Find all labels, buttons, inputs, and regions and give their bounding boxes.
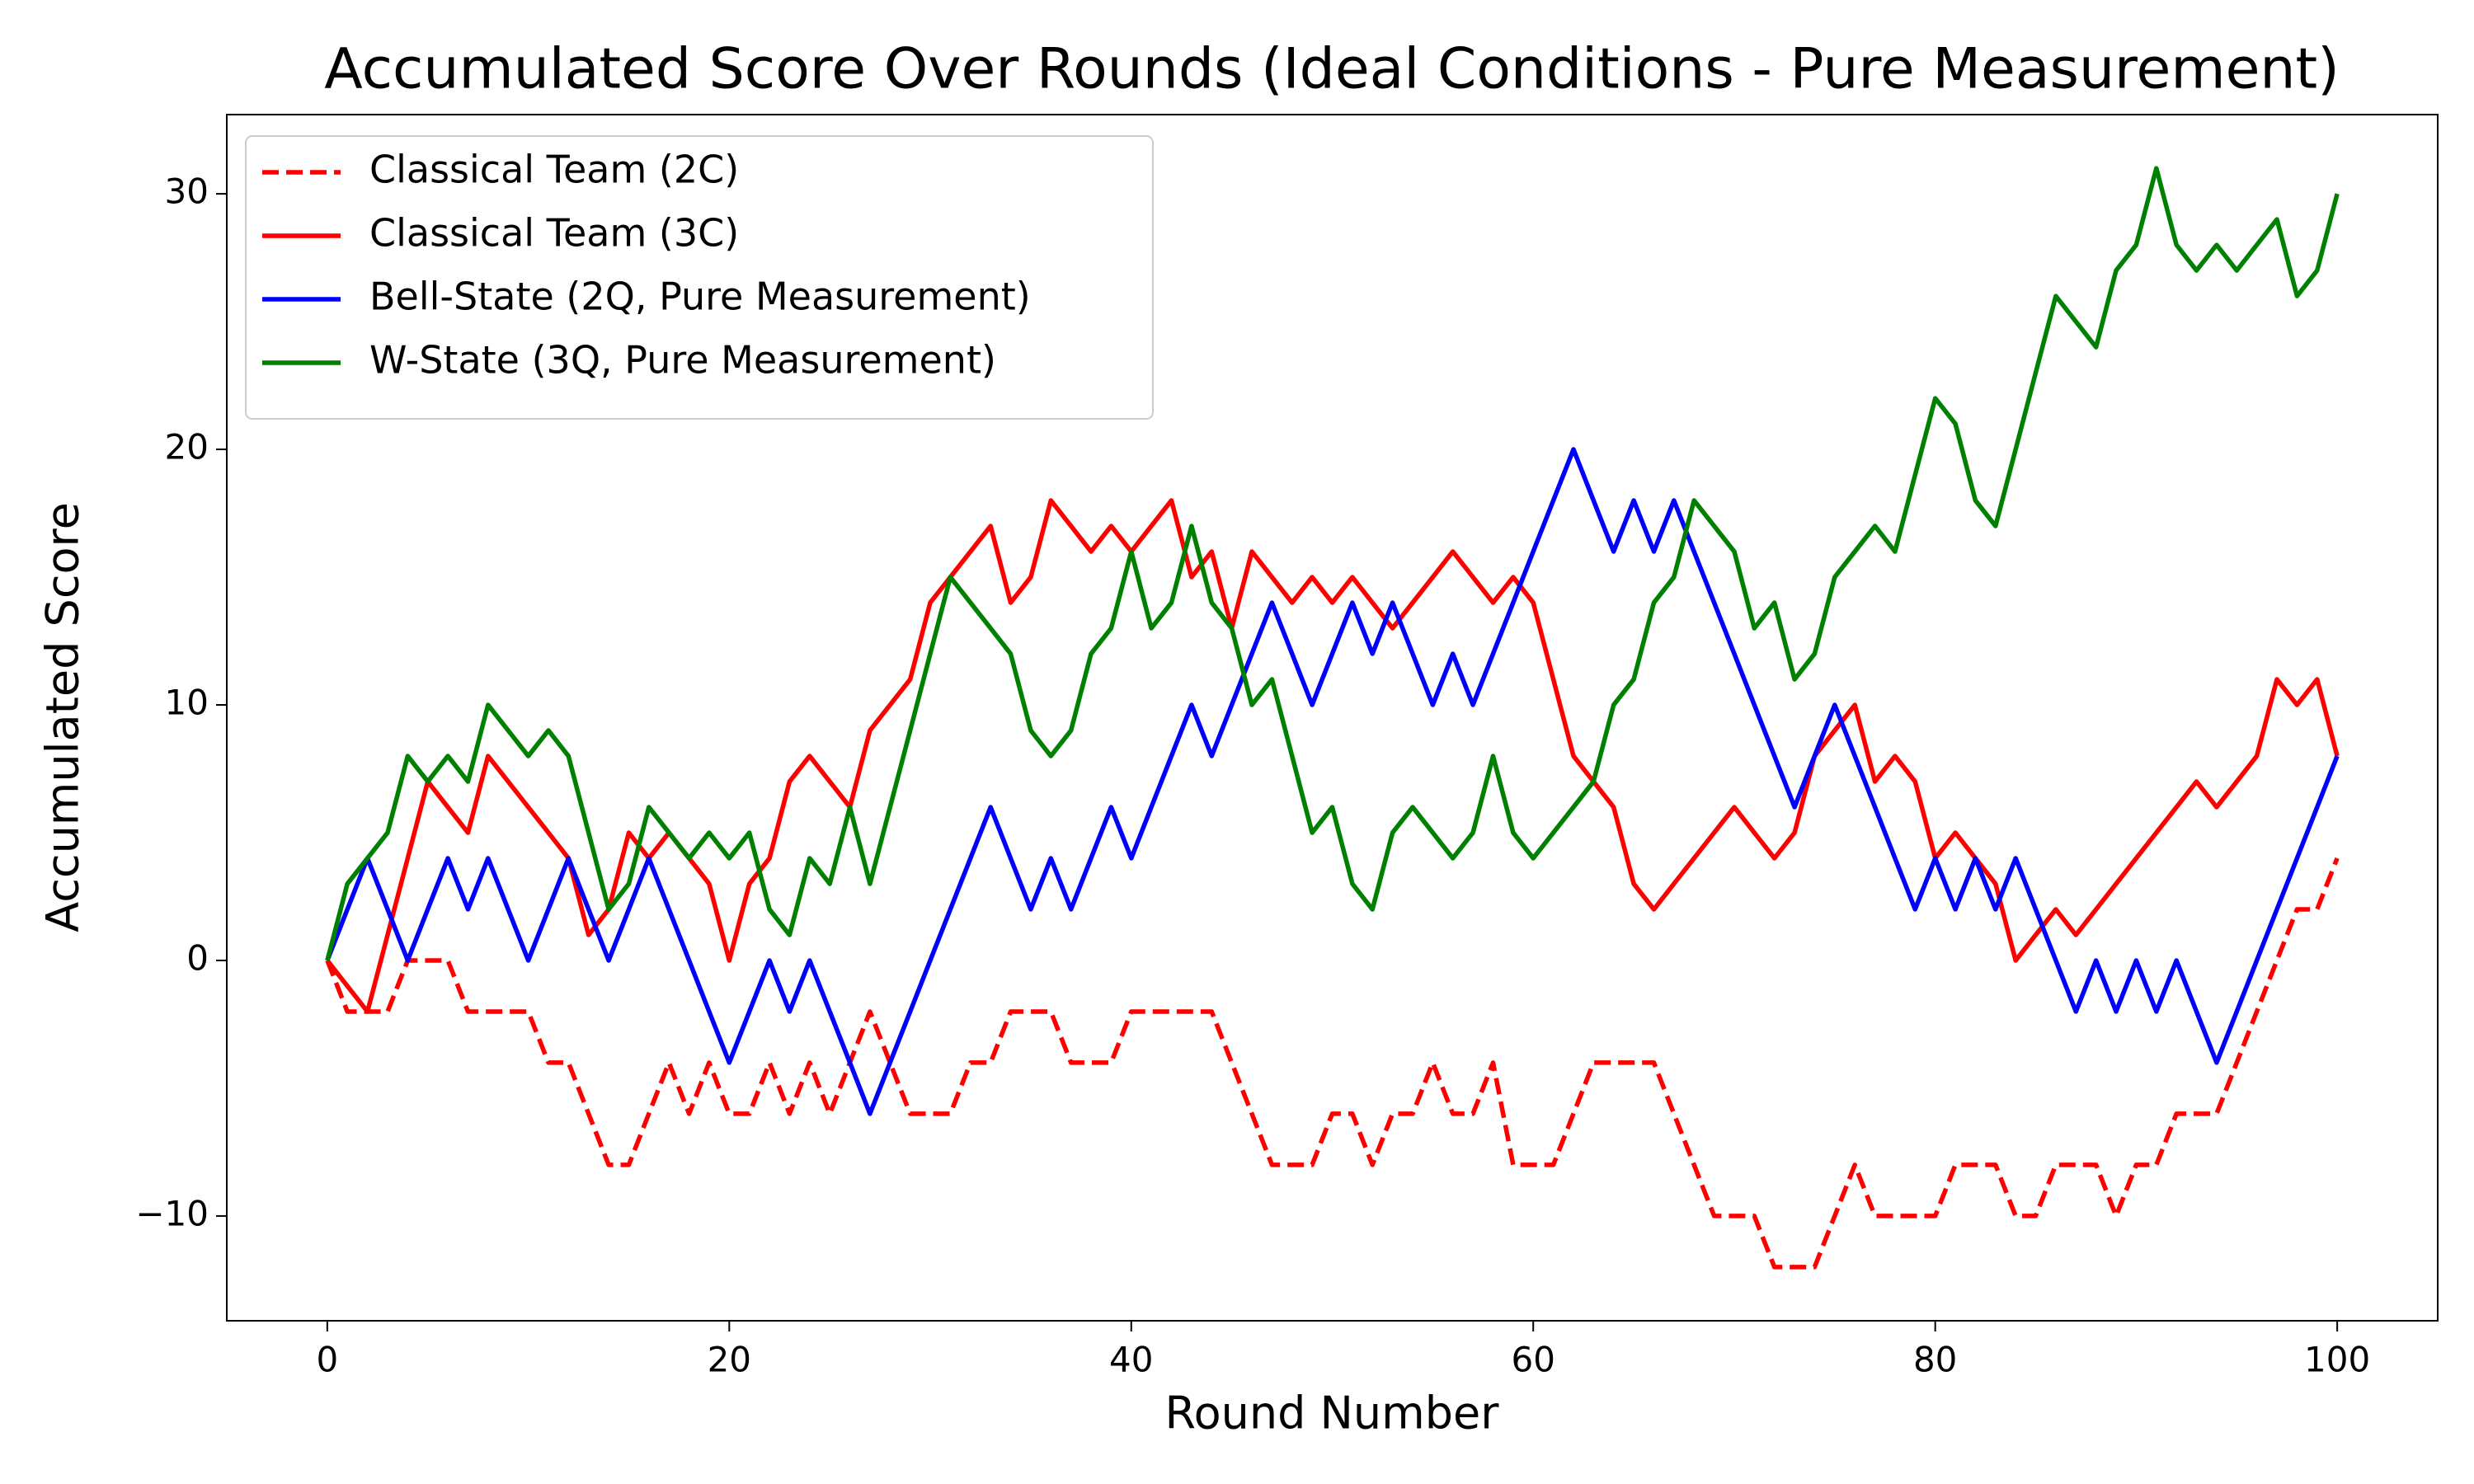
y-tick-label: 10 bbox=[165, 683, 209, 723]
x-tick-label: 0 bbox=[316, 1340, 338, 1380]
y-axis-label: Accumulated Score bbox=[37, 502, 89, 932]
series-line bbox=[325, 498, 2340, 1014]
legend-label: W-State (3Q, Pure Measurement) bbox=[369, 338, 996, 383]
x-tick-label: 80 bbox=[1913, 1340, 1957, 1380]
chart-title: Accumulated Score Over Rounds (Ideal Con… bbox=[324, 37, 2339, 102]
legend-label: Classical Team (3C) bbox=[369, 211, 739, 256]
y-tick-label: 20 bbox=[165, 427, 209, 467]
plot-frame bbox=[226, 114, 2439, 1322]
x-axis-label: Round Number bbox=[1165, 1388, 1500, 1439]
x-tick-label: 40 bbox=[1109, 1340, 1153, 1380]
legend-label: Classical Team (2C) bbox=[369, 148, 739, 192]
x-tick-label: 60 bbox=[1512, 1340, 1555, 1380]
legend-label: Bell-State (2Q, Pure Measurement) bbox=[369, 275, 1031, 319]
y-tick-label: −10 bbox=[135, 1193, 209, 1233]
x-tick-label: 100 bbox=[2304, 1340, 2370, 1380]
x-tick-label: 20 bbox=[708, 1340, 751, 1380]
legend-box bbox=[245, 135, 1154, 420]
y-tick-label: 30 bbox=[165, 171, 209, 212]
series-line bbox=[325, 857, 2340, 1270]
y-tick-label: 0 bbox=[186, 937, 209, 978]
series-line bbox=[325, 447, 2340, 1116]
series-line bbox=[325, 166, 2340, 961]
legend: Classical Team (2C) Classical Team (3C) Be… bbox=[245, 135, 1154, 420]
